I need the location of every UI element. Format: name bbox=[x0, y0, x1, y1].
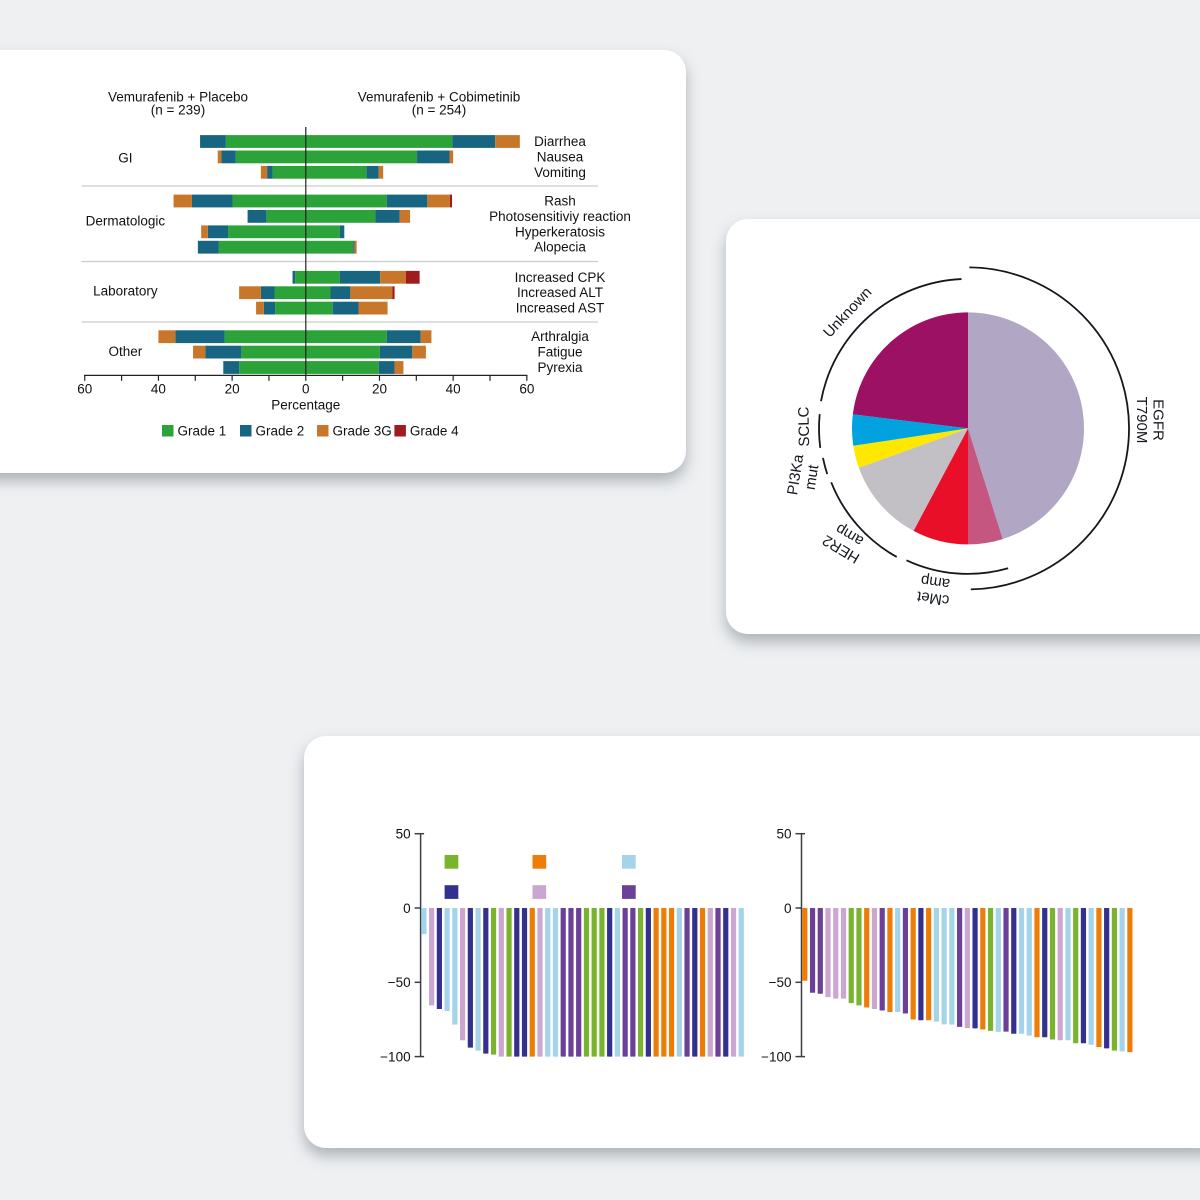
svg-text:Grade 2: Grade 2 bbox=[256, 424, 305, 439]
svg-text:Grade 1: Grade 1 bbox=[178, 424, 227, 439]
svg-text:20: 20 bbox=[372, 382, 387, 397]
svg-text:Unknown: Unknown bbox=[820, 284, 875, 341]
svg-text:Vemurafenib + Placebo: Vemurafenib + Placebo bbox=[108, 90, 248, 105]
svg-text:60: 60 bbox=[519, 382, 534, 397]
svg-text:0: 0 bbox=[784, 901, 792, 916]
svg-text:Fatigue: Fatigue bbox=[537, 345, 582, 360]
svg-text:PI3Ka: PI3Ka bbox=[784, 453, 807, 497]
svg-text:0: 0 bbox=[403, 901, 411, 916]
svg-text:Nausea: Nausea bbox=[537, 149, 584, 164]
svg-text:cMet: cMet bbox=[915, 587, 950, 608]
svg-text:Other: Other bbox=[109, 344, 143, 359]
svg-text:Hyperkeratosis: Hyperkeratosis bbox=[515, 224, 605, 239]
svg-text:EGFR: EGFR bbox=[1150, 399, 1167, 441]
svg-text:Rash: Rash bbox=[544, 194, 576, 209]
svg-text:Increased AST: Increased AST bbox=[516, 301, 605, 316]
svg-text:Diarrhea: Diarrhea bbox=[534, 134, 586, 149]
svg-text:GI: GI bbox=[118, 151, 132, 166]
svg-text:Vomiting: Vomiting bbox=[534, 165, 586, 180]
svg-text:40: 40 bbox=[151, 382, 166, 397]
svg-text:−100: −100 bbox=[761, 1049, 791, 1064]
svg-text:T790M: T790M bbox=[1133, 397, 1150, 444]
svg-text:20: 20 bbox=[225, 382, 240, 397]
svg-text:0: 0 bbox=[302, 382, 310, 397]
svg-text:−50: −50 bbox=[388, 975, 411, 990]
svg-text:Grade 3G: Grade 3G bbox=[333, 424, 392, 439]
svg-text:40: 40 bbox=[446, 382, 461, 397]
svg-text:Dermatologic: Dermatologic bbox=[86, 214, 166, 229]
svg-text:amp: amp bbox=[920, 571, 951, 592]
svg-text:−100: −100 bbox=[380, 1049, 410, 1064]
svg-text:SCLC: SCLC bbox=[795, 406, 813, 446]
svg-text:Percentage: Percentage bbox=[271, 398, 340, 413]
svg-text:Pyrexia: Pyrexia bbox=[537, 360, 583, 375]
svg-text:Grade 4: Grade 4 bbox=[410, 424, 459, 439]
svg-text:Vemurafenib + Cobimetinib: Vemurafenib + Cobimetinib bbox=[358, 90, 520, 105]
svg-text:Increased CPK: Increased CPK bbox=[515, 270, 606, 285]
svg-text:Photosensitiviy reaction: Photosensitiviy reaction bbox=[489, 209, 631, 224]
svg-text:60: 60 bbox=[77, 382, 92, 397]
svg-text:(n = 254): (n = 254) bbox=[412, 103, 466, 118]
svg-text:Laboratory: Laboratory bbox=[93, 284, 158, 299]
svg-text:mut: mut bbox=[802, 463, 823, 491]
svg-text:50: 50 bbox=[396, 827, 411, 842]
svg-text:50: 50 bbox=[776, 827, 791, 842]
svg-text:−50: −50 bbox=[769, 975, 792, 990]
svg-text:Alopecia: Alopecia bbox=[534, 240, 586, 255]
svg-text:(n = 239): (n = 239) bbox=[151, 103, 205, 118]
svg-text:Arthralgia: Arthralgia bbox=[531, 329, 589, 344]
svg-text:Increased ALT: Increased ALT bbox=[517, 285, 603, 300]
